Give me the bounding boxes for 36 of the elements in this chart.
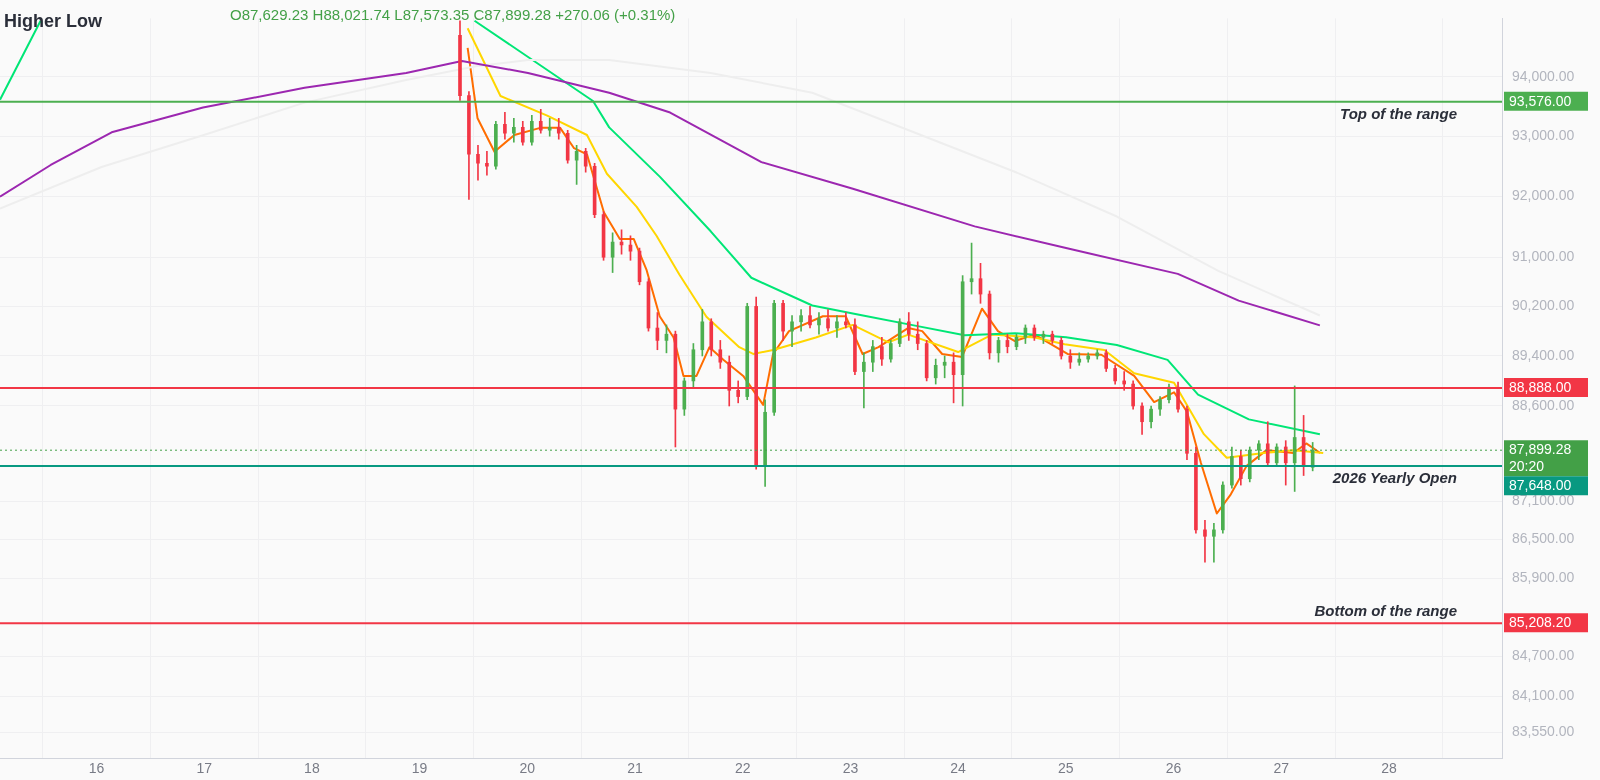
- y-tick-label: 85,900.00: [1512, 569, 1575, 586]
- y-tick-label: 91,000.00: [1512, 248, 1575, 265]
- x-tick-label: 20: [519, 760, 536, 777]
- x-tick-label: 27: [1273, 760, 1290, 777]
- ref-line-label: 93,576.00: [1509, 92, 1572, 109]
- ref-line-label: 85,208.20: [1509, 614, 1572, 631]
- y-tick-label: 92,000.00: [1512, 187, 1575, 204]
- annotation: Higher Low: [4, 10, 103, 31]
- x-tick-label: 25: [1058, 760, 1074, 777]
- ref-line-label: 87,899.28 20:20: [1509, 441, 1572, 475]
- x-tick-label: 26: [1165, 760, 1182, 777]
- x-tick-label: 28: [1381, 760, 1397, 777]
- annotation: O87,629.23 H88,021.74 L87,573.35 C87,899.28 +270.06 (+0.31%): [230, 6, 676, 24]
- annotation: Top of the range: [1340, 104, 1457, 122]
- y-tick-label: 86,500.00: [1512, 530, 1575, 547]
- y-tick-label: 84,700.00: [1512, 647, 1575, 664]
- ref-line-label: 87,648.00: [1509, 477, 1572, 494]
- annotation: 2026 Yearly Open: [1331, 468, 1457, 486]
- x-tick-label: 22: [734, 760, 751, 777]
- y-tick-label: 90,200.00: [1512, 297, 1575, 314]
- y-tick-label: 89,400.00: [1512, 346, 1575, 363]
- x-tick-label: 18: [304, 760, 320, 777]
- x-tick-label: 21: [627, 760, 643, 777]
- x-tick-label: 16: [88, 760, 105, 777]
- x-tick-label: 17: [196, 760, 213, 777]
- x-tick-label: 24: [950, 760, 967, 777]
- y-tick-label: 84,100.00: [1512, 686, 1575, 703]
- ref-line-label: 88,888.00: [1509, 378, 1572, 395]
- y-tick-label: 88,600.00: [1512, 396, 1575, 413]
- x-tick-label: 19: [411, 760, 428, 777]
- annotation: Bottom of the range: [1314, 601, 1457, 619]
- y-tick-label: 87,100.00: [1512, 491, 1575, 508]
- y-tick-label: 94,000.00: [1512, 67, 1575, 84]
- y-tick-label: 83,550.00: [1512, 723, 1575, 740]
- y-tick-label: 93,000.00: [1512, 127, 1575, 144]
- x-tick-label: 23: [842, 760, 859, 777]
